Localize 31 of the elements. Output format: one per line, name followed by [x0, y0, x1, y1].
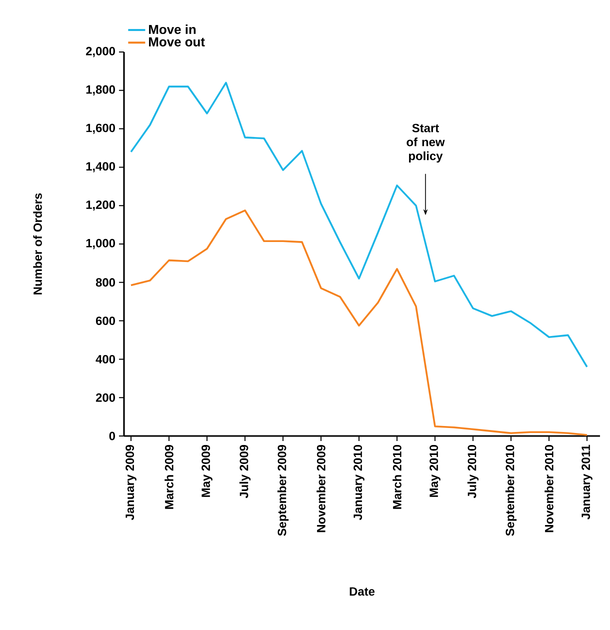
x-tick-label: September 2010: [505, 445, 517, 536]
y-tick-label: 400: [96, 354, 115, 364]
x-tick-label: March 2009: [164, 444, 174, 509]
x-tick-label: November 2010: [544, 445, 554, 532]
x-tick-label: September 2009: [277, 444, 289, 536]
line-series: [130, 82, 588, 368]
y-tick-label: 2,000: [86, 46, 115, 58]
annotation: Start of new policy: [406, 124, 445, 163]
legend-label: Move in: [149, 24, 196, 34]
y-tick-label: 1,400: [86, 162, 115, 172]
y-tick-label: 1,800: [86, 85, 115, 96]
x-tick-label: January 2010: [354, 445, 364, 520]
y-axis-title: Number of Orders: [33, 193, 42, 294]
x-tick-label: March 2010: [392, 445, 402, 509]
y-tick-label: 600: [96, 316, 115, 326]
y-tick-label: 0: [109, 432, 116, 440]
x-tick-label: May 2010: [430, 445, 440, 497]
y-tick-label: 200: [96, 393, 115, 402]
x-tick-label: January 2009: [126, 444, 136, 520]
x-tick-label: May 2009: [202, 444, 212, 497]
y-tick-label: 1,200: [86, 200, 115, 211]
y-tick-label: 1,600: [86, 124, 115, 134]
x-tick-label: January 2011: [582, 444, 592, 520]
y-tick-label: 800: [96, 278, 115, 287]
x-tick-label: July 2010: [467, 445, 479, 498]
x-tick-label: November 2009: [316, 444, 326, 532]
line-series: [130, 209, 588, 436]
x-tick-label: July 2009: [239, 444, 251, 498]
legend-label: Move out: [149, 37, 205, 46]
x-axis-title: Date: [350, 587, 375, 596]
y-tick-label: 1,000: [86, 238, 115, 250]
